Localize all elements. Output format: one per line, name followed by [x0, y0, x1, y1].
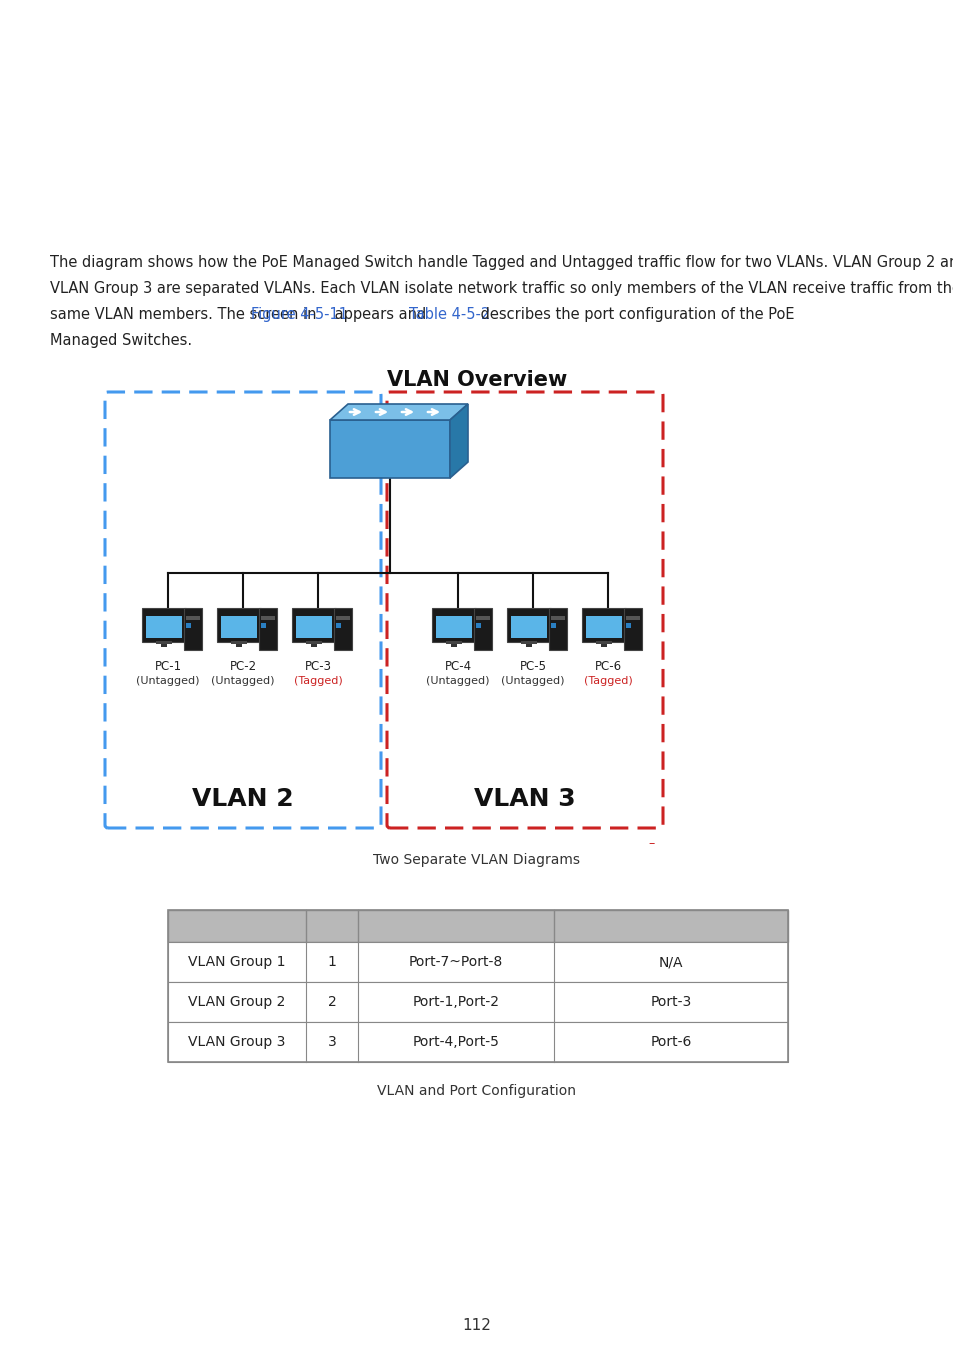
Bar [311, 643, 316, 647]
Bar [625, 622, 630, 628]
Bar [446, 641, 461, 644]
Bar [506, 608, 551, 643]
Text: Port-3: Port-3 [650, 995, 691, 1008]
Bar [581, 608, 625, 643]
Bar [231, 641, 247, 644]
Bar [168, 981, 787, 1022]
Bar [306, 641, 322, 644]
Bar [142, 608, 186, 643]
Bar [168, 1022, 787, 1062]
Text: VLAN 3: VLAN 3 [474, 787, 576, 811]
Text: (Tagged): (Tagged) [294, 676, 342, 686]
Text: 3: 3 [327, 1035, 336, 1049]
Text: PC-6: PC-6 [594, 660, 621, 674]
Text: Figure 4-5-11: Figure 4-5-11 [251, 306, 347, 323]
Bar [474, 608, 492, 649]
Bar [168, 910, 787, 942]
Bar [146, 616, 182, 639]
Text: PC-1: PC-1 [154, 660, 181, 674]
Text: Port-6: Port-6 [650, 1035, 691, 1049]
Bar [258, 608, 276, 649]
Text: (Tagged): (Tagged) [583, 676, 632, 686]
Bar [168, 942, 787, 981]
Text: VLAN Group 3 are separated VLANs. Each VLAN isolate network traffic so only memb: VLAN Group 3 are separated VLANs. Each V… [50, 281, 953, 296]
Bar [335, 616, 350, 620]
Text: PC-5: PC-5 [519, 660, 546, 674]
Text: (Untagged): (Untagged) [426, 676, 489, 686]
Text: (Untagged): (Untagged) [136, 676, 199, 686]
Text: 112: 112 [462, 1318, 491, 1332]
Text: Table 4-5-2: Table 4-5-2 [408, 306, 490, 323]
Bar [235, 643, 242, 647]
Bar [221, 616, 256, 639]
Bar [161, 643, 167, 647]
Bar [585, 616, 621, 639]
Text: (Untagged): (Untagged) [500, 676, 564, 686]
Bar [168, 910, 787, 1062]
Text: Managed Switches.: Managed Switches. [50, 333, 192, 348]
Text: VLAN 2: VLAN 2 [192, 787, 294, 811]
Text: Two Separate VLAN Diagrams: Two Separate VLAN Diagrams [374, 853, 579, 867]
Polygon shape [450, 404, 468, 478]
Text: VLAN and Port Configuration: VLAN and Port Configuration [377, 1084, 576, 1098]
Bar [186, 616, 200, 620]
Bar [625, 616, 639, 620]
Text: 2: 2 [327, 995, 336, 1008]
Text: 1: 1 [327, 954, 336, 969]
Text: PC-4: PC-4 [444, 660, 471, 674]
Text: Port-1,Port-2: Port-1,Port-2 [412, 995, 499, 1008]
Bar [186, 622, 191, 628]
Text: The diagram shows how the PoE Managed Switch handle Tagged and Untagged traffic : The diagram shows how the PoE Managed Sw… [50, 255, 953, 270]
Bar [623, 608, 641, 649]
Text: appears and: appears and [330, 306, 430, 323]
Text: PC-2: PC-2 [230, 660, 256, 674]
Bar [184, 608, 202, 649]
Text: Port-7~Port-8: Port-7~Port-8 [409, 954, 502, 969]
Bar [451, 643, 456, 647]
Bar [261, 622, 266, 628]
Text: Port-4,Port-5: Port-4,Port-5 [412, 1035, 499, 1049]
Bar [520, 641, 537, 644]
Bar [548, 608, 566, 649]
Bar [476, 622, 480, 628]
Bar [551, 622, 556, 628]
Bar [292, 608, 335, 643]
Bar [216, 608, 261, 643]
Bar [334, 608, 352, 649]
Polygon shape [330, 404, 468, 420]
Bar [476, 616, 490, 620]
Text: same VLAN members. The screen in: same VLAN members. The screen in [50, 306, 321, 323]
Bar [432, 608, 476, 643]
Bar [295, 616, 332, 639]
Text: describes the port configuration of the PoE: describes the port configuration of the … [476, 306, 793, 323]
Text: VLAN Group 2: VLAN Group 2 [188, 995, 285, 1008]
Text: N/A: N/A [659, 954, 682, 969]
Bar [335, 622, 340, 628]
Bar [596, 641, 612, 644]
Bar [525, 643, 532, 647]
Bar [261, 616, 274, 620]
Bar [511, 616, 546, 639]
Text: VLAN Group 3: VLAN Group 3 [188, 1035, 285, 1049]
Text: (Untagged): (Untagged) [211, 676, 274, 686]
Text: PC-3: PC-3 [304, 660, 331, 674]
Bar [551, 616, 564, 620]
Text: VLAN Group 1: VLAN Group 1 [188, 954, 286, 969]
Bar [156, 641, 172, 644]
Bar [436, 616, 472, 639]
Text: –: – [648, 837, 655, 850]
Bar [330, 420, 450, 478]
Text: VLAN Overview: VLAN Overview [387, 370, 566, 390]
Bar [600, 643, 606, 647]
